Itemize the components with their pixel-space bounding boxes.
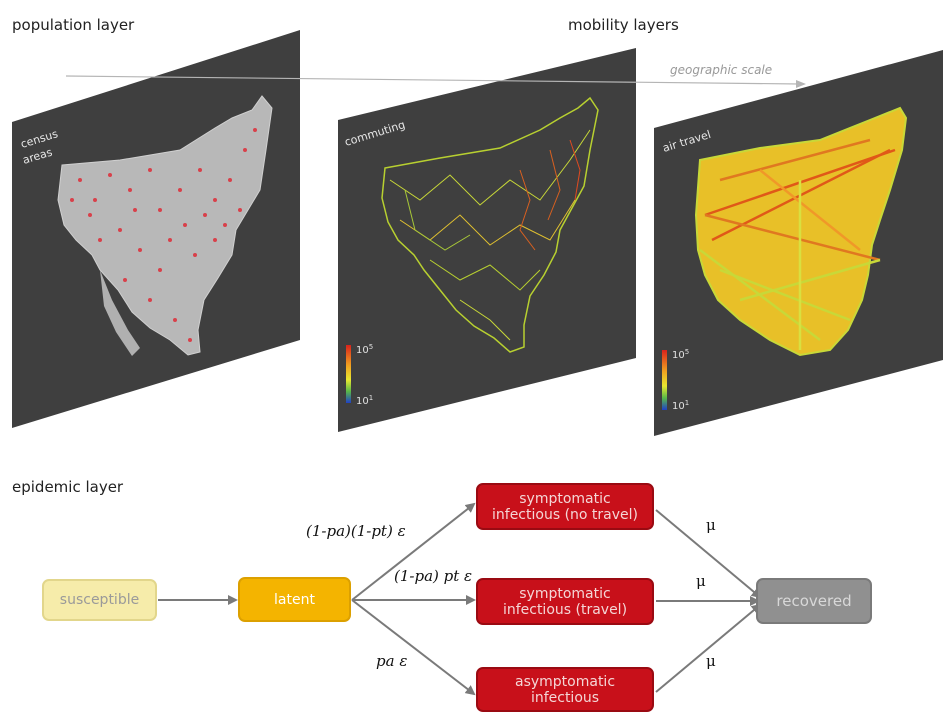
rate-to-no-travel: (1-pa)(1-pt) ε [306, 522, 406, 540]
air-colorbar [662, 350, 667, 410]
rate-to-asymptomatic: pa ε [376, 652, 408, 670]
mu-travel: μ [696, 572, 706, 590]
commuting-colorbar-bottom: 101 [356, 394, 373, 407]
recovered-label: recovered [776, 592, 852, 610]
symptomatic-travel-line2: infectious (travel) [502, 601, 628, 618]
geographic-scale-label: geographic scale [670, 63, 772, 77]
symptomatic-travel-line1: symptomatic [519, 585, 611, 602]
air-travel-panel: 105 101 air travel [654, 50, 943, 436]
commuting-map [381, 96, 599, 353]
susceptible-label: susceptible [59, 592, 140, 608]
asymptomatic-box: asymptomatic infectious [476, 667, 654, 712]
latent-label: latent [274, 591, 315, 608]
symptomatic-travel-box: symptomatic infectious (travel) [476, 578, 654, 625]
susceptible-box: susceptible [42, 579, 157, 621]
symptomatic-no-travel-box: symptomatic infectious (no travel) [476, 483, 654, 530]
mu-asymptomatic: μ [706, 652, 716, 670]
air-colorbar-top: 105 [672, 348, 689, 361]
recovered-box: recovered [756, 578, 872, 624]
commuting-network [389, 129, 591, 341]
epidemic-layer-heading: epidemic layer [12, 478, 124, 496]
air-colorbar-bottom: 101 [672, 399, 689, 412]
mobility-layers-heading: mobility layers [568, 16, 679, 34]
census-map [57, 95, 273, 356]
population-panel: census areas [12, 30, 300, 428]
asymptomatic-line2: infectious [530, 689, 600, 706]
mu-no-travel: μ [706, 516, 716, 534]
symptomatic-no-travel-line1: symptomatic [519, 490, 611, 507]
population-layer-heading: population layer [12, 16, 135, 34]
commuting-panel: 105 101 commuting [338, 48, 636, 432]
commuting-colorbar [346, 345, 351, 403]
commuting-colorbar-top: 105 [356, 343, 373, 356]
air-travel-network [699, 138, 896, 350]
symptomatic-no-travel-line2: infectious (no travel) [492, 506, 638, 523]
rate-to-travel: (1-pa) pt ε [394, 567, 473, 585]
geographic-scale-arrow: geographic scale [65, 63, 806, 88]
census-points [70, 128, 257, 342]
epidemic-arrows [158, 502, 762, 696]
latent-box: latent [238, 577, 351, 622]
asymptomatic-line1: asymptomatic [514, 673, 616, 690]
